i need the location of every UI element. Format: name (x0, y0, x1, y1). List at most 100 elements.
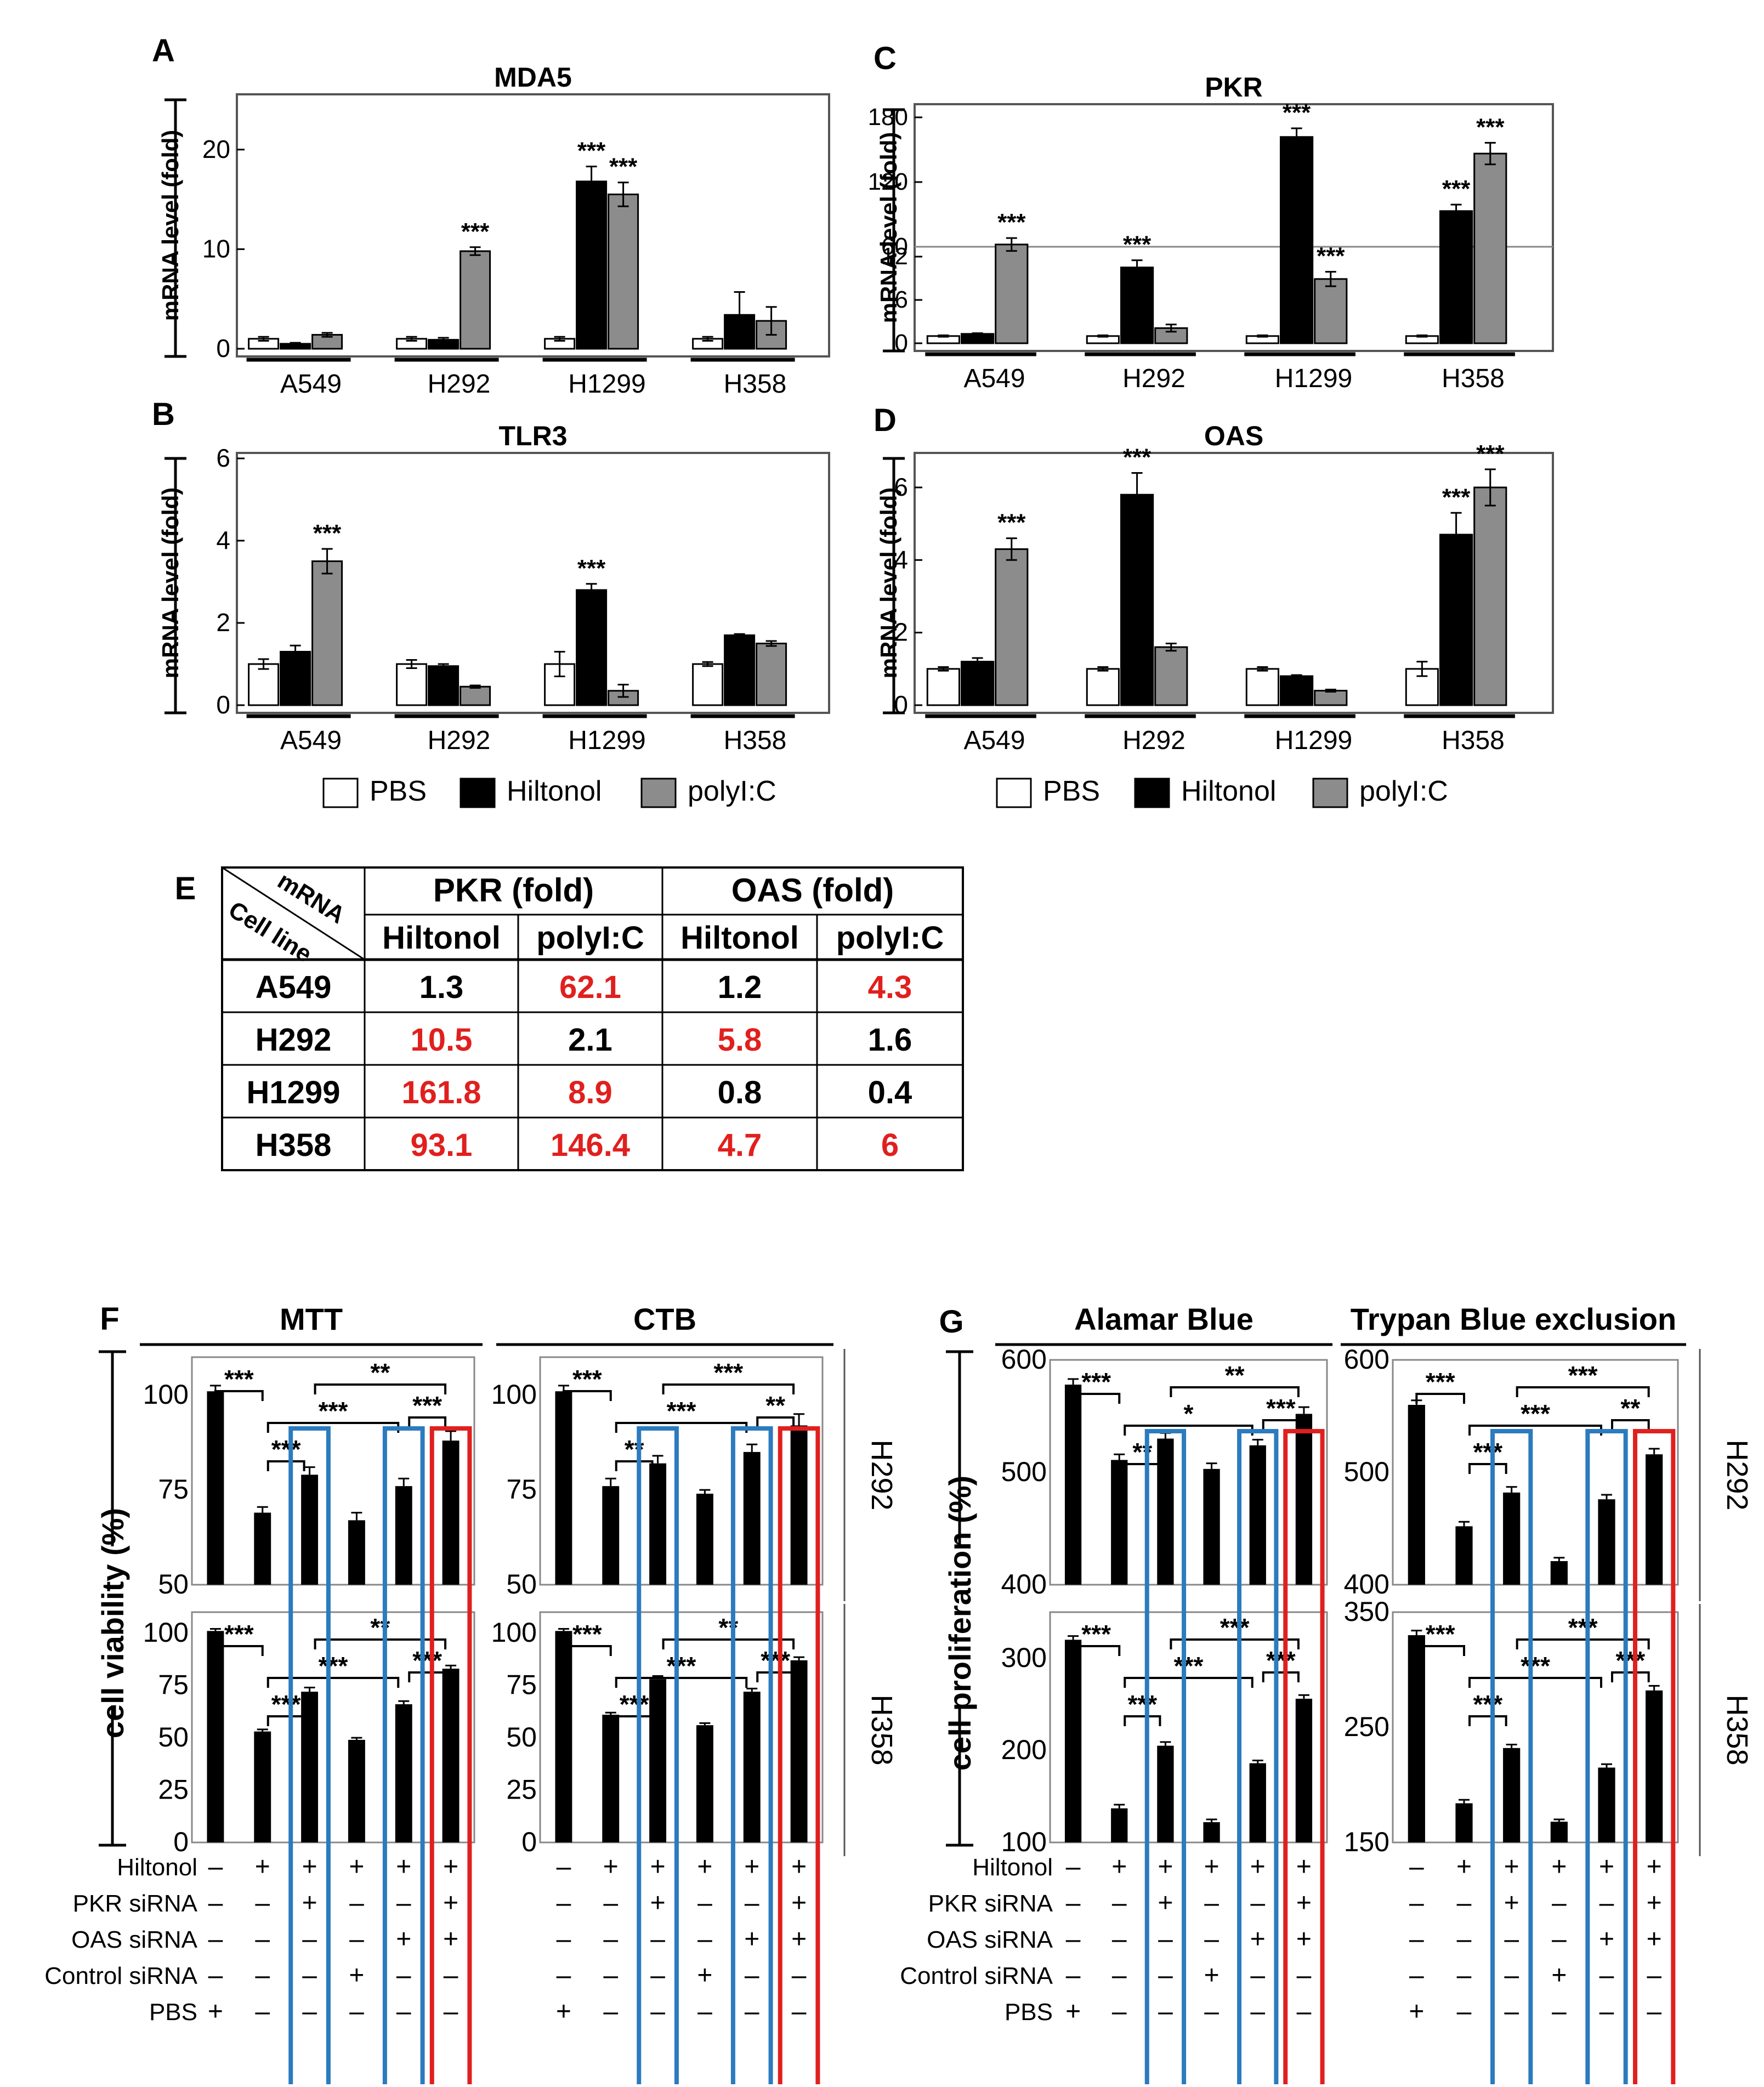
treatment-label: PKR siRNA (928, 1890, 1053, 1917)
category-label: H1299 (1275, 364, 1352, 393)
category-label: H292 (428, 370, 491, 399)
chart-title: PKR (1205, 72, 1263, 103)
plot-frame (191, 1611, 475, 1844)
y-tick-label: 200 (1001, 1734, 1047, 1765)
chart-title: OAS (1204, 421, 1263, 451)
y-tick-label: 4 (216, 526, 230, 554)
significance-mark: ** (1620, 1394, 1640, 1422)
category-label: H1299 (1275, 726, 1352, 755)
minus-sign: – (1066, 1852, 1081, 1881)
table-subheader: Hiltonol (382, 920, 501, 956)
significance-mark: *** (761, 1646, 790, 1675)
y-tick-label: 2 (894, 618, 908, 646)
y-tick-label: 180 (868, 104, 908, 131)
plus-sign: + (744, 1925, 759, 1954)
table-cell: 1.2 (718, 969, 762, 1005)
treatment-label: Control siRNA (44, 1963, 197, 1989)
category-label: A549 (280, 726, 342, 755)
y-tick-label: 150 (1344, 1827, 1389, 1857)
plus-sign: + (1551, 1961, 1567, 1990)
significance-mark: *** (1568, 1361, 1598, 1390)
minus-sign: – (1457, 1925, 1472, 1954)
y-tick-label: 600 (1001, 1344, 1047, 1375)
significance-bracket (615, 1677, 748, 1688)
bar (1550, 1822, 1568, 1842)
y-tick-label: 300 (1001, 1642, 1047, 1673)
bar (1064, 1640, 1082, 1842)
significance-bracket (1124, 1463, 1161, 1474)
minus-sign: – (1647, 1997, 1661, 2026)
plus-sign: + (697, 1961, 712, 1990)
significance-bracket (1262, 1419, 1300, 1430)
table-cell: 4.7 (718, 1127, 762, 1163)
significance-mark: *** (1476, 114, 1505, 140)
significance-mark: *** (1220, 1613, 1250, 1642)
minus-sign: – (208, 1888, 223, 1918)
minus-sign: – (650, 1997, 665, 2026)
bar (1249, 1445, 1266, 1585)
bar (995, 243, 1029, 344)
minus-sign: – (557, 1925, 571, 1954)
y-tick-label: 12 (881, 243, 908, 270)
significance-mark: *** (1266, 1646, 1296, 1675)
plus-sign: + (1111, 1852, 1127, 1881)
bar (395, 1486, 412, 1585)
minus-sign: – (745, 1961, 759, 1990)
bar (555, 1391, 572, 1585)
plus-sign: + (556, 1997, 571, 2026)
category-label: A549 (963, 726, 1025, 755)
plus-sign: + (603, 1852, 619, 1881)
significance-bracket (266, 1460, 305, 1471)
y-tick-label: 50 (506, 1722, 537, 1753)
bar (724, 634, 756, 706)
significance-mark: ** (718, 1613, 738, 1642)
bar (1439, 210, 1473, 344)
panel-letter: C (874, 41, 897, 76)
highlight-box-blue (382, 1426, 425, 2087)
chart-title: Alamar Blue (1074, 1302, 1253, 1336)
minus-sign: – (1297, 1997, 1312, 2026)
minus-sign: – (208, 1925, 223, 1954)
legend-polyic-label: polyI:C (688, 775, 776, 807)
y-tick-label: 100 (143, 1617, 189, 1648)
y-tick-label: 500 (1001, 1456, 1047, 1487)
y-tick-label: 0 (216, 690, 230, 719)
treatment-label: OAS siRNA (71, 1926, 197, 1953)
y-tick-label: 10 (202, 234, 230, 263)
minus-sign: – (1599, 1997, 1614, 2026)
minus-sign: – (792, 1997, 807, 2026)
significance-mark: ** (370, 1358, 390, 1387)
bar (1646, 1690, 1663, 1842)
table-cell: 8.9 (568, 1075, 612, 1110)
y-tick-label: 60 (881, 233, 908, 260)
table-cell: 4.3 (868, 969, 912, 1005)
chart-title: TLR3 (499, 421, 568, 451)
minus-sign: – (208, 1961, 223, 1990)
panel-letter: D (874, 402, 897, 438)
plus-sign: + (443, 1852, 458, 1881)
significance-mark: *** (713, 1358, 743, 1387)
y-axis-label: mRNA level (fold) (876, 132, 901, 323)
y-tick-label: 100 (491, 1617, 537, 1648)
minus-sign: – (697, 1888, 712, 1918)
legend-pbs-label: PBS (370, 775, 427, 807)
plot-frame (1049, 1611, 1328, 1844)
minus-sign: – (1158, 1961, 1173, 1990)
minus-sign: – (697, 1925, 712, 1954)
y-tick-label: 2 (216, 608, 230, 637)
significance-bracket (1516, 1638, 1650, 1649)
significance-bracket (266, 1677, 400, 1688)
category-label: A549 (963, 364, 1025, 393)
table-subheader: Hiltonol (680, 920, 799, 956)
minus-sign: – (792, 1961, 807, 1990)
significance-mark: *** (1521, 1652, 1550, 1680)
legend-pbs-swatch (322, 778, 359, 808)
y-tick-label: 400 (1001, 1569, 1047, 1600)
table-cell: 10.5 (411, 1022, 473, 1058)
bar (1111, 1808, 1128, 1842)
plot-frame (914, 103, 1554, 352)
y-axis-label: mRNA level (fold) (157, 130, 183, 321)
plot-frame (1392, 1359, 1679, 1586)
minus-sign: – (396, 1997, 411, 2026)
plus-sign: + (396, 1925, 411, 1954)
